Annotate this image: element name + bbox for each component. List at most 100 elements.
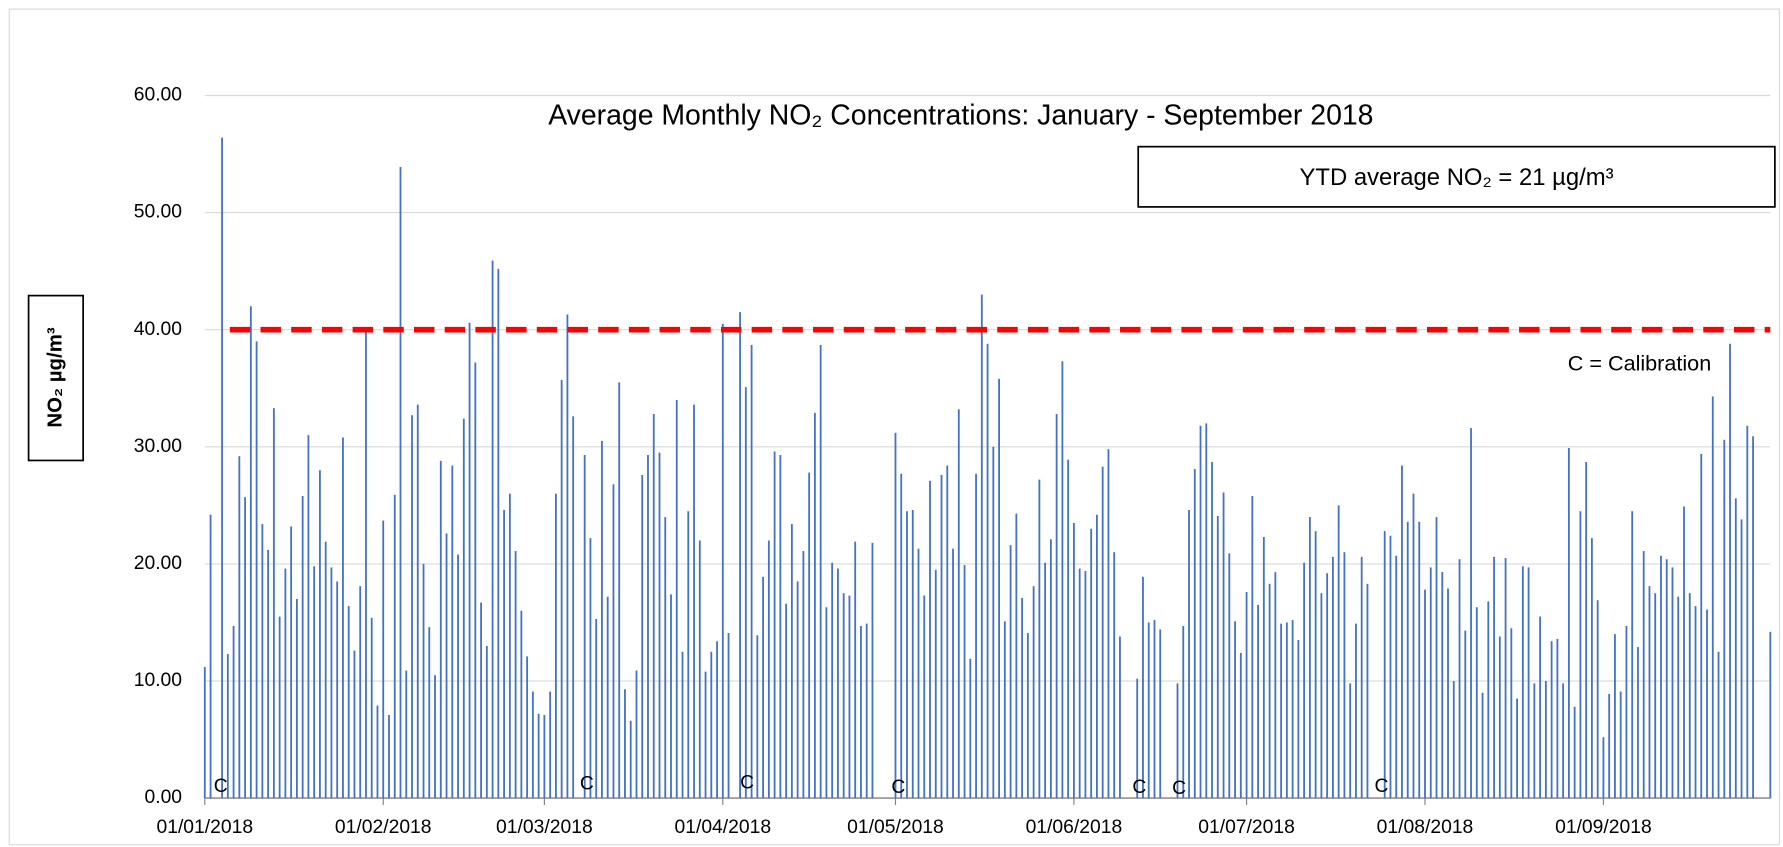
x-tick-label: 01/06/2018 — [1026, 817, 1123, 838]
bar — [1308, 517, 1311, 799]
bar — [330, 567, 333, 799]
bar — [1136, 678, 1139, 799]
bar — [744, 387, 747, 799]
bar — [710, 651, 713, 799]
bar — [1412, 493, 1415, 799]
bar — [1683, 506, 1685, 799]
bar — [301, 495, 304, 799]
bar — [629, 720, 632, 799]
bar — [1090, 528, 1093, 799]
x-tick-label: 01/08/2018 — [1377, 817, 1474, 838]
bar — [1493, 556, 1495, 799]
bar — [894, 432, 897, 799]
bar — [359, 586, 362, 799]
bar — [1458, 559, 1461, 799]
bar — [347, 606, 350, 799]
calibration-mark: C — [1375, 776, 1389, 797]
bar — [232, 625, 235, 799]
bar — [704, 671, 707, 799]
bar — [1285, 622, 1288, 799]
bar — [1159, 629, 1162, 799]
bar — [209, 514, 212, 799]
bar — [664, 517, 667, 799]
bar — [278, 616, 281, 799]
bar — [1717, 651, 1720, 799]
bar — [808, 472, 811, 799]
bar — [773, 451, 776, 799]
bar — [531, 691, 534, 799]
calibration-legend: C = Calibration — [1568, 351, 1711, 376]
bar — [900, 473, 903, 799]
calibration-mark: C — [891, 777, 905, 798]
bar — [1274, 572, 1277, 799]
bar — [739, 312, 741, 799]
bar — [831, 562, 834, 799]
bar — [1631, 511, 1634, 799]
y-tick-label: 0.00 — [144, 787, 182, 808]
bar — [647, 455, 649, 799]
bar — [1182, 625, 1185, 799]
bar — [451, 465, 454, 799]
bar — [255, 341, 258, 799]
bar — [1096, 514, 1098, 799]
bar — [670, 594, 672, 799]
bar — [1113, 552, 1116, 799]
bar — [244, 497, 247, 799]
bar — [1303, 562, 1306, 799]
bar — [1464, 630, 1467, 799]
bar — [1147, 622, 1150, 799]
bar — [980, 294, 983, 799]
bar — [393, 494, 396, 799]
bar — [1049, 539, 1052, 799]
bar — [399, 166, 402, 799]
bar — [382, 520, 385, 799]
x-tick-label: 01/04/2018 — [674, 817, 771, 838]
bar — [1003, 621, 1006, 799]
x-tick-label: 01/09/2018 — [1555, 817, 1652, 838]
bar — [439, 460, 442, 799]
bar — [342, 437, 344, 799]
bar — [698, 540, 701, 799]
ytd-box — [1137, 145, 1776, 208]
x-tick-label: 01/03/2018 — [496, 817, 593, 838]
bar — [975, 473, 977, 799]
bar — [750, 344, 753, 799]
bar — [474, 362, 477, 799]
bar — [986, 343, 989, 799]
bar — [566, 314, 569, 799]
bar — [1596, 600, 1599, 799]
bar — [1539, 616, 1542, 799]
bar — [1355, 623, 1357, 799]
bar — [416, 404, 419, 799]
bar — [716, 641, 718, 799]
bar — [641, 474, 644, 799]
bar — [762, 576, 765, 799]
bar — [1769, 631, 1772, 799]
bar — [1556, 638, 1559, 799]
bar — [1222, 492, 1225, 799]
bar — [923, 595, 926, 799]
bar — [324, 541, 327, 799]
bar — [1642, 551, 1645, 799]
bar — [1625, 625, 1628, 799]
bar — [1602, 737, 1605, 799]
bar — [796, 581, 799, 799]
bar — [365, 332, 367, 799]
bar — [1429, 567, 1432, 799]
bar — [1101, 466, 1104, 799]
bar — [624, 689, 626, 799]
bar — [336, 581, 339, 799]
calibration-mark: C — [580, 774, 594, 795]
bar — [1654, 593, 1657, 799]
plot-area: 0.00 10.00 20.00 30.00 40.00 50.00 60.00 01/01/… — [134, 85, 1772, 838]
chart-title: Average Monthly NO₂ Concentrations: Janu… — [548, 100, 1373, 132]
x-tick-label: 01/05/2018 — [847, 817, 944, 838]
bar — [226, 654, 229, 799]
bar — [537, 713, 540, 799]
bar — [785, 603, 788, 799]
bar — [1498, 636, 1501, 799]
bar — [940, 474, 943, 799]
bar — [238, 456, 241, 799]
bar — [457, 554, 459, 799]
bar — [1262, 536, 1265, 799]
